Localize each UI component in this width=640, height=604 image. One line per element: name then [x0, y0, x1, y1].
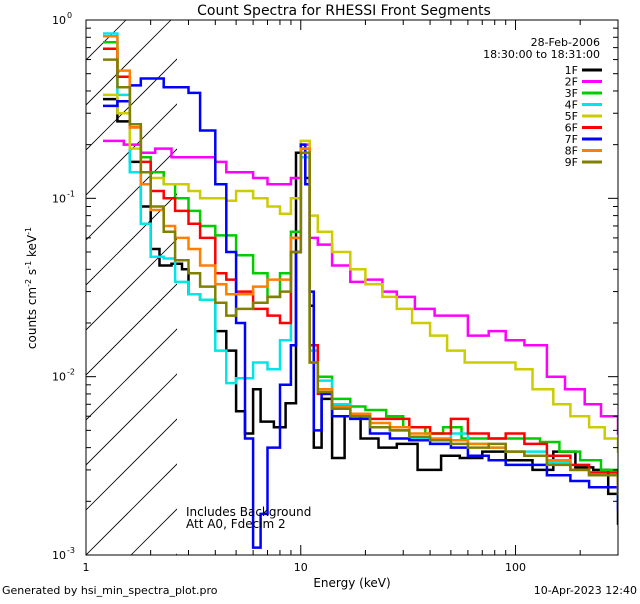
chart-title: Count Spectra for RHESSI Front Segments	[197, 3, 491, 19]
y-axis-label-mid: s	[25, 269, 39, 279]
y-axis-label-main: counts cm	[25, 287, 39, 349]
plot-frame	[85, 19, 619, 556]
hatch-line	[86, 58, 177, 151]
y-tick-exponent: 0	[67, 11, 72, 20]
y-tick-exponent: -2	[67, 368, 75, 377]
time-range-label: 18:30:00 to 18:31:00	[483, 48, 600, 61]
annotation-attenuator: Att A0, Fdecim 2	[186, 517, 286, 531]
annotation-background: Includes Background	[186, 505, 311, 519]
hatch-line	[86, 103, 177, 196]
series-layer	[103, 32, 618, 549]
hatch-line	[626, 20, 640, 555]
date-label: 28-Feb-2006	[531, 36, 600, 49]
y-axis-label-exp1: -2	[24, 279, 33, 287]
y-axis-label-exp3: -1	[24, 227, 33, 235]
y-tick-exponent: -3	[67, 546, 75, 555]
y-tick-label: 10	[52, 192, 66, 205]
hatch-line	[86, 463, 177, 555]
legend-label-2f: 2F	[565, 76, 578, 89]
y-axis-label: counts cm-2 s-1 keV-1	[24, 227, 39, 349]
hatch-line	[0, 20, 81, 555]
x-axis-label: Energy (keV)	[313, 576, 390, 590]
series-line-9f	[103, 58, 618, 496]
legend-label-9f: 9F	[565, 156, 578, 169]
legend-label-5f: 5F	[565, 110, 578, 123]
x-tick-label: 100	[505, 561, 526, 574]
series-line-1f	[103, 97, 618, 525]
y-axis-label-end: keV	[25, 234, 39, 261]
x-tick-label: 10	[294, 561, 308, 574]
hatch-line	[86, 328, 177, 421]
legend-label-7f: 7F	[565, 133, 578, 146]
legend-label-6f: 6F	[565, 122, 578, 135]
y-tick-label: 10	[52, 14, 66, 27]
hatch-line	[86, 193, 177, 286]
series-line-7f	[103, 77, 618, 549]
footer-generated-by: Generated by hsi_min_spectra_plot.pro	[2, 584, 218, 597]
y-tick-exponent: -1	[67, 189, 75, 198]
series-line-5f	[103, 93, 618, 453]
hatch-line	[86, 418, 177, 511]
hatch-line	[86, 283, 177, 376]
hatch-line	[86, 238, 177, 331]
background-hatched-region	[0, 20, 640, 555]
y-axis-label-exp2: -1	[24, 261, 33, 269]
legend-label-8f: 8F	[565, 145, 578, 158]
hatch-line	[266, 20, 640, 555]
legend-label-3f: 3F	[565, 87, 578, 100]
x-tick-label: 1	[83, 561, 90, 574]
footer-timestamp: 10-Apr-2023 12:40	[534, 584, 637, 597]
legend-label-4f: 4F	[565, 99, 578, 112]
legend-label-1f: 1F	[565, 64, 578, 77]
y-tick-label: 10	[52, 371, 66, 384]
y-tick-label: 10	[52, 549, 66, 562]
